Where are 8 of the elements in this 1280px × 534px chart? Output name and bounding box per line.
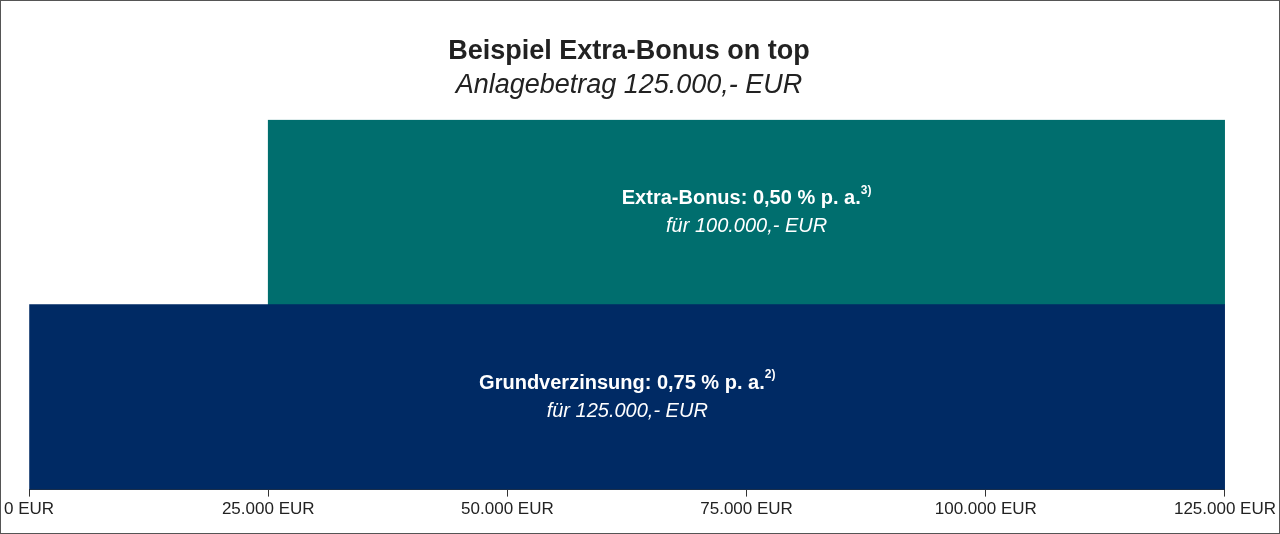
chart-title: Beispiel Extra-Bonus on top — [448, 34, 810, 65]
x-tick-label: 0 EUR — [4, 499, 55, 519]
chart-subtitle: Anlagebetrag 125.000,- EUR — [453, 69, 803, 100]
x-tick-label: 25.000 EUR — [221, 499, 315, 519]
x-tick-label: 75.000 EUR — [700, 499, 793, 519]
x-tick-label: 100.000 EUR — [934, 499, 1037, 519]
x-tick-label: 125.000 EUR — [1173, 499, 1277, 519]
x-tick-label: 50.000 EUR — [461, 499, 554, 519]
